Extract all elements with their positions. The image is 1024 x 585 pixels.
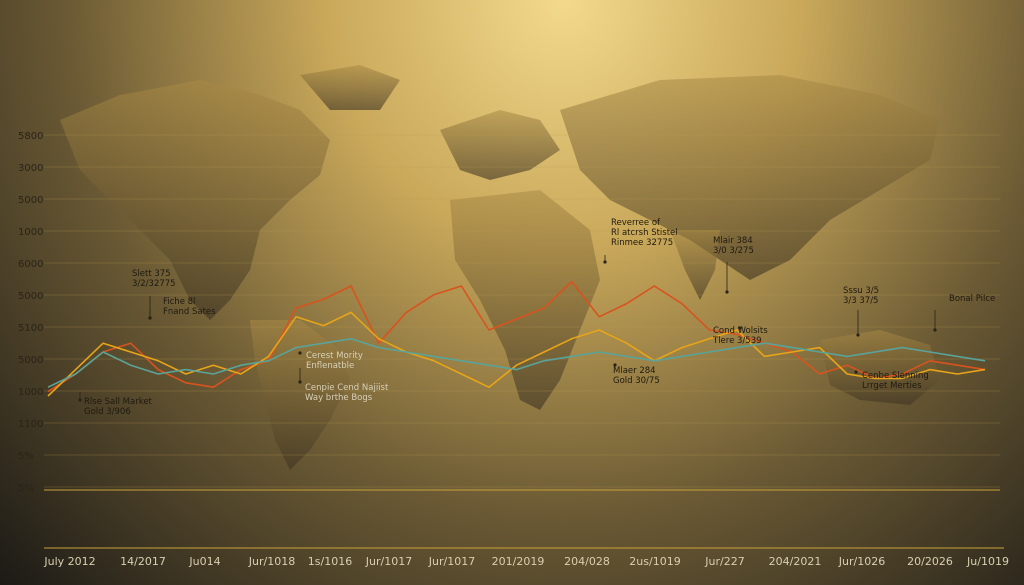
- annotation-text: Way brthe Bogs: [305, 393, 373, 403]
- x-axis: July 2012 14/2017 Ju014 Jur/1018 1s/1016 Jur/…: [43, 555, 1009, 568]
- x-tick-label: Ju014: [188, 555, 220, 568]
- y-tick-label: 5000: [18, 195, 43, 206]
- y-tick-label: 5%: [18, 483, 34, 494]
- africa-shape: [450, 190, 600, 410]
- annotation-text: 3/3 37/5: [843, 296, 878, 306]
- annotation-text: Gold 3/906: [84, 407, 131, 417]
- y-tick-label: 6000: [18, 259, 43, 270]
- annotation-text: Enflenatble: [306, 361, 354, 371]
- x-tick-label: 2us/1019: [629, 555, 680, 568]
- x-tick-label: 1s/1016: [308, 555, 352, 568]
- x-tick-label: Jur/1026: [838, 555, 885, 568]
- annotation-marker: [298, 380, 302, 384]
- annotation-text: Cenbe Slenning: [862, 371, 929, 381]
- annotation-marker: [78, 398, 82, 402]
- series-line: [47, 280, 986, 393]
- annotation-text: Rl atcrsh Stistel: [611, 228, 678, 238]
- x-tick-label: Jur/1018: [248, 555, 295, 568]
- x-tick-label: 204/028: [564, 555, 610, 568]
- annotation-marker: [738, 326, 742, 330]
- x-tick-label: Jur/1017: [428, 555, 475, 568]
- y-tick-label: 5%: [18, 451, 34, 462]
- annotation-text: Gold 30/75: [613, 376, 660, 386]
- annotation-marker: [603, 260, 607, 264]
- y-tick-label: 5000: [18, 291, 43, 302]
- annotation-text: Tlere 3/539: [712, 336, 762, 346]
- north-america-shape: [60, 80, 330, 320]
- annotation-text: Rinmee 32775: [611, 238, 673, 248]
- annotation-text: Slett 375: [132, 269, 171, 279]
- annotation-text: Lrrget Merties: [862, 381, 922, 391]
- annotation-text: 3/2/32775: [132, 279, 176, 289]
- x-tick-label: 20/2026: [907, 555, 953, 568]
- annotation: Sssu 3/53/3 37/5: [843, 286, 879, 337]
- y-tick-label: 5800: [18, 131, 43, 142]
- annotation-marker: [148, 316, 152, 320]
- x-tick-label: Ju/1019: [966, 555, 1009, 568]
- y-tick-label: 1000: [18, 387, 43, 398]
- greenland-shape: [300, 65, 400, 110]
- x-tick-label: July 2012: [43, 555, 95, 568]
- y-tick-label: 1000: [18, 227, 43, 238]
- annotation-marker: [725, 290, 729, 294]
- x-tick-label: Jur/1017: [365, 555, 412, 568]
- annotation-text: Rlse Sall Market: [84, 397, 153, 407]
- x-tick-label: Jur/227: [704, 555, 744, 568]
- y-tick-label: 5000: [18, 355, 43, 366]
- annotation-marker: [854, 370, 858, 374]
- annotation-marker: [613, 363, 617, 367]
- y-axis: 5800 3000 5000 1000 6000 5000 5100 5000 1000 1100…: [18, 131, 43, 494]
- y-tick-label: 1100: [18, 419, 43, 430]
- annotation-text: Bonal Pilce: [949, 294, 995, 304]
- annotation-text: 3/0 3/275: [713, 246, 754, 256]
- asia-shape: [560, 75, 940, 280]
- y-tick-label: 5100: [18, 323, 43, 334]
- annotation-marker: [856, 333, 860, 337]
- series-line: [47, 337, 986, 388]
- annotation-text: Sssu 3/5: [843, 286, 879, 296]
- grid: [44, 134, 1000, 488]
- annotation-text: Cerest Mority: [306, 351, 363, 361]
- annotation-marker: [933, 328, 937, 332]
- annotation-text: Mlaer 284: [613, 366, 656, 376]
- annotation-text: Reverree of: [611, 218, 661, 228]
- annotation-text: Fiche 8l: [163, 297, 195, 307]
- x-tick-label: 204/2021: [769, 555, 822, 568]
- series-line: [47, 311, 986, 397]
- annotation-text: Fnand Sates: [163, 307, 216, 317]
- annotation-text: Cenpie Cend Najiist: [305, 383, 389, 393]
- x-tick-label: 201/2019: [492, 555, 545, 568]
- series-lines: [47, 280, 986, 397]
- india-shape: [670, 230, 720, 300]
- annotation: Bonal Pilce: [933, 294, 995, 332]
- annotation-text: Mlair 384: [713, 236, 753, 246]
- y-tick-label: 3000: [18, 163, 43, 174]
- europe-shape: [440, 110, 560, 180]
- annotation-marker: [298, 351, 302, 355]
- annotation-text: Cond Wolsits: [713, 326, 768, 336]
- x-tick-label: 14/2017: [120, 555, 166, 568]
- world-map-background: [60, 65, 940, 470]
